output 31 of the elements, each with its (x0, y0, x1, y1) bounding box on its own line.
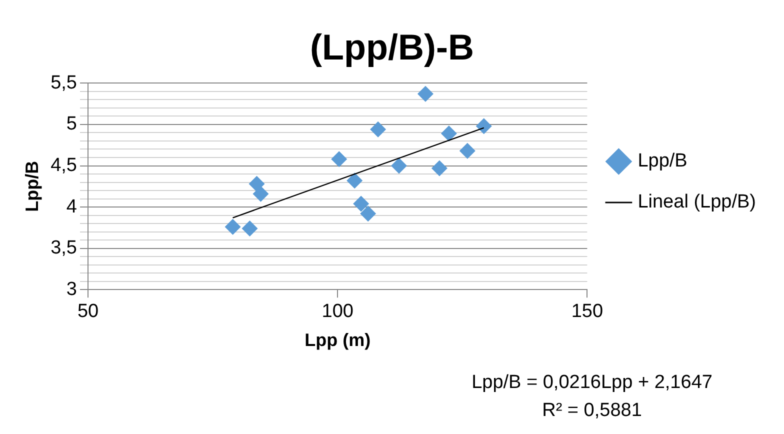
point (440, 126, 457, 142)
point (248, 176, 265, 192)
point (331, 151, 348, 168)
point (224, 218, 241, 235)
point (417, 86, 434, 102)
x-tick-label: 100 (322, 301, 354, 322)
point (431, 160, 448, 176)
point (353, 196, 370, 212)
y-tick-label: 4,5 (50, 154, 78, 176)
text: R² = 0,5881 (542, 400, 642, 421)
point (242, 220, 258, 237)
x-tick-label: 150 (571, 301, 604, 322)
point (476, 118, 492, 134)
x-axis-title: Lpp (m) (304, 330, 371, 350)
point (370, 121, 386, 138)
y-axis-title: Lpp/B (22, 160, 42, 212)
x-tick-label: 50 (77, 301, 99, 322)
point (360, 206, 376, 222)
point (346, 172, 363, 189)
legend-label: Lpp/B (638, 150, 688, 172)
y-tick-label: 3 (66, 278, 78, 300)
y-tick-label: 3,5 (50, 238, 78, 259)
legend-label: Lineal (Lpp/B) (638, 192, 756, 213)
point (391, 158, 408, 174)
y-tick-label: 5 (66, 114, 78, 135)
y-tick-label: 5,5 (50, 72, 78, 94)
point (252, 186, 269, 202)
text: Lpp/B = 0,0216Lpp + 2,1647 (472, 372, 712, 393)
chart-title: (Lpp/B)-B (310, 26, 474, 68)
point (459, 142, 476, 159)
y-tick-label: 4 (66, 196, 78, 218)
